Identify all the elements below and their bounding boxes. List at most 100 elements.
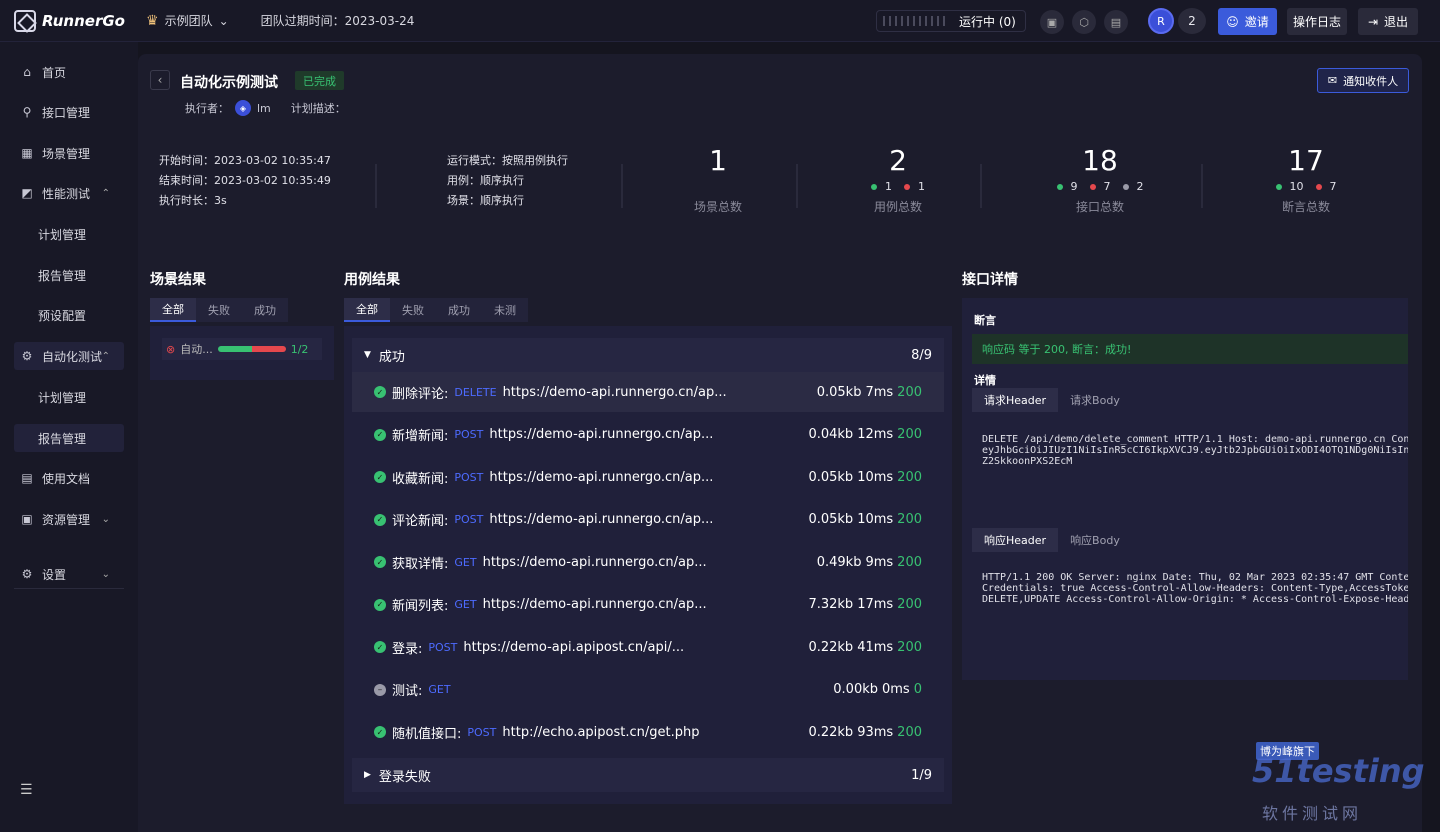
tab-fail[interactable]: 失败 [208,304,230,317]
http-method: GET [428,683,451,696]
invite-button[interactable]: ☺ 邀请 [1218,8,1277,35]
case-row[interactable]: ✓ 评论新闻: POST https://demo-api.runnergo.cn/a… [352,500,944,540]
report-meta: 执行者： ◈ lm 计划描述： [185,100,346,116]
sidebar-item-preset[interactable]: 预设配置 [38,308,87,323]
sidebar-item-api[interactable]: ⚲ 接口管理 [14,98,124,126]
check-circle-icon: ✓ [374,598,386,611]
fail-dot [1315,183,1322,190]
tab-untested[interactable]: 未测 [494,304,516,317]
scene-icon: ▦ [21,146,33,160]
team-selector[interactable]: ♛ 示例团队 ⌄ [146,12,229,29]
sidebar-item-scene[interactable]: ▦ 场景管理 [21,146,91,161]
document-icon[interactable]: ▤ [1104,10,1128,34]
logout-button[interactable]: ⇥ 退出 [1358,8,1418,35]
divider [980,164,982,208]
tab-request-body[interactable]: 请求Body [1070,394,1120,407]
scene-progress-bar [217,346,286,352]
case-row[interactable]: ✓ 新增新闻: POST https://demo-api.runnergo.cn/a… [352,415,944,455]
response-time: 7ms [865,384,894,400]
tab-success[interactable]: 成功 [448,304,470,317]
case-name: 登录: [392,641,423,657]
case-tabs: 全部 失败 成功 未测 [344,298,528,322]
case-row[interactable]: ✓ 删除评论: DELETE https://demo-api.runnergo.cn… [352,372,944,412]
stat-apis: 18 9 7 2 接口总数 [1045,144,1155,215]
tab-success[interactable]: 成功 [254,304,276,317]
runnergo-logo-icon [14,9,36,32]
sidebar-item-resources[interactable]: ▣ 资源管理 ⌄ [21,512,110,527]
response-size: 0.22kb [808,724,854,740]
sidebar-item-settings[interactable]: ⚙ 设置 ⌄ [21,567,110,582]
tab-all[interactable]: 全部 [150,298,196,322]
stat-cases: 2 1 1 用例总数 [843,144,953,215]
case-results-title: 用例结果 [344,272,400,288]
fail-circle-icon: ⊗ [166,342,176,356]
back-button[interactable]: ‹ [150,70,170,90]
team-name: 示例团队 [164,14,213,28]
divider [1201,164,1203,208]
logo[interactable]: RunnerGo [14,9,146,32]
operation-log-button[interactable]: 操作日志 [1287,8,1347,35]
check-circle-icon: ✓ [374,513,386,526]
case-row[interactable]: ✓ 登录: POST https://demo-api.apipost.cn/api/… [352,627,944,667]
sidebar-item-home[interactable]: ⌂ 首页 [14,58,124,86]
chevron-up-icon: ⌃ [101,350,110,362]
tab-fail[interactable]: 失败 [402,304,424,317]
response-time: 41ms [857,639,894,655]
case-row[interactable]: ✓ 获取详情: GET https://demo-api.runnergo.cn/ap… [352,542,944,582]
case-name: 新增新闻: [392,429,449,444]
scene-item[interactable]: ⊗ 自动... 1/2 [162,338,322,360]
check-circle-icon: ✓ [374,556,386,568]
group-success-header[interactable]: ▼ 成功 8/9 [352,338,944,372]
sidebar: ⌂ 首页 ⚲ 接口管理 ▦ 场景管理 ◩ 性能测试 ⌃ 计划管理 报告管理 预设配置 ⚙ 自… [0,42,138,832]
panel-icon[interactable]: ▣ [1040,10,1064,34]
fail-dot [904,183,910,190]
case-row[interactable]: ✓ 收藏新闻: POST https://demo-api.runnergo.cn/a… [352,457,944,497]
case-url: https://demo-api.runnergo.cn/ap... [502,384,727,400]
case-url: http://echo.apipost.cn/get.php [502,724,700,740]
check-circle-icon: ✓ [374,471,386,483]
chevron-left-icon: ‹ [157,73,163,87]
sidebar-item-auto-plan[interactable]: 计划管理 [38,390,87,405]
logout-icon: ⇥ [1367,14,1379,29]
group-fail-header[interactable]: ▶ 登录失败 1/9 [352,758,944,792]
response-time: 9ms [865,554,894,570]
avatar[interactable]: R [1148,8,1174,34]
top-bar: RunnerGo ♛ 示例团队 ⌄ 团队过期时间：2023-03-24 运行中 … [0,0,1440,42]
case-row[interactable]: ✓ 新闻列表: GET https://demo-api.runnergo.cn/ap… [352,585,944,625]
sidebar-item-docs[interactable]: ▤ 使用文档 [21,471,91,486]
response-size: 7.32kb [808,597,854,612]
cube-icon[interactable]: ⬡ [1072,10,1096,34]
mail-icon: ✉ [1327,74,1338,87]
collapse-menu-icon[interactable]: ☰ [20,782,33,798]
case-row[interactable]: ✓ 随机值接口: POST http://echo.apipost.cn/get.ph… [352,712,944,752]
tab-request-header[interactable]: 请求Header [972,388,1059,412]
user-icon: ☺ [1226,14,1239,29]
response-tabs: 响应Header 响应Body [972,528,1132,552]
member-count[interactable]: 2 [1178,8,1206,34]
check-circle-icon: ✓ [374,428,386,441]
sidebar-item-perf-report[interactable]: 报告管理 [38,268,87,283]
tab-response-body[interactable]: 响应Body [1070,534,1120,547]
sidebar-item-automation[interactable]: ⚙ 自动化测试 ⌃ [14,342,124,370]
status-code: 200 [897,554,922,570]
report-main: ‹ 自动化示例测试 已完成 ✉ 通知收件人 执行者： ◈ lm 计划描述： 开始… [138,54,1422,832]
sidebar-item-auto-report[interactable]: 报告管理 [14,424,124,452]
success-dot [1056,183,1063,190]
status-code: 200 [897,597,922,612]
sidebar-item-performance[interactable]: ◩ 性能测试 ⌃ [21,186,110,201]
tab-all[interactable]: 全部 [344,298,390,322]
case-url: https://demo-api.runnergo.cn/ap... [489,427,714,442]
http-method: GET [454,598,477,611]
case-name: 新闻列表: [392,599,449,614]
scene-tabs: 全部 失败 成功 [150,298,288,322]
tab-response-header[interactable]: 响应Header [972,528,1059,552]
case-row[interactable]: – 测试: GET 0.00kb 0ms 0 [352,670,944,710]
check-circle-icon: ✓ [374,641,386,653]
mode-info: 运行模式：按照用例执行 用例：顺序执行 场景：顺序执行 [447,154,568,207]
response-size: 0.00kb [833,682,878,697]
sidebar-item-perf-plan[interactable]: 计划管理 [38,227,87,242]
notify-recipients-button[interactable]: ✉ 通知收件人 [1317,68,1409,93]
time-info: 开始时间：2023-03-02 10:35:47 结束时间：2023-03-02… [159,154,331,207]
assert-label: 断言 [974,314,996,327]
run-status[interactable]: 运行中 (0) [876,10,1026,32]
